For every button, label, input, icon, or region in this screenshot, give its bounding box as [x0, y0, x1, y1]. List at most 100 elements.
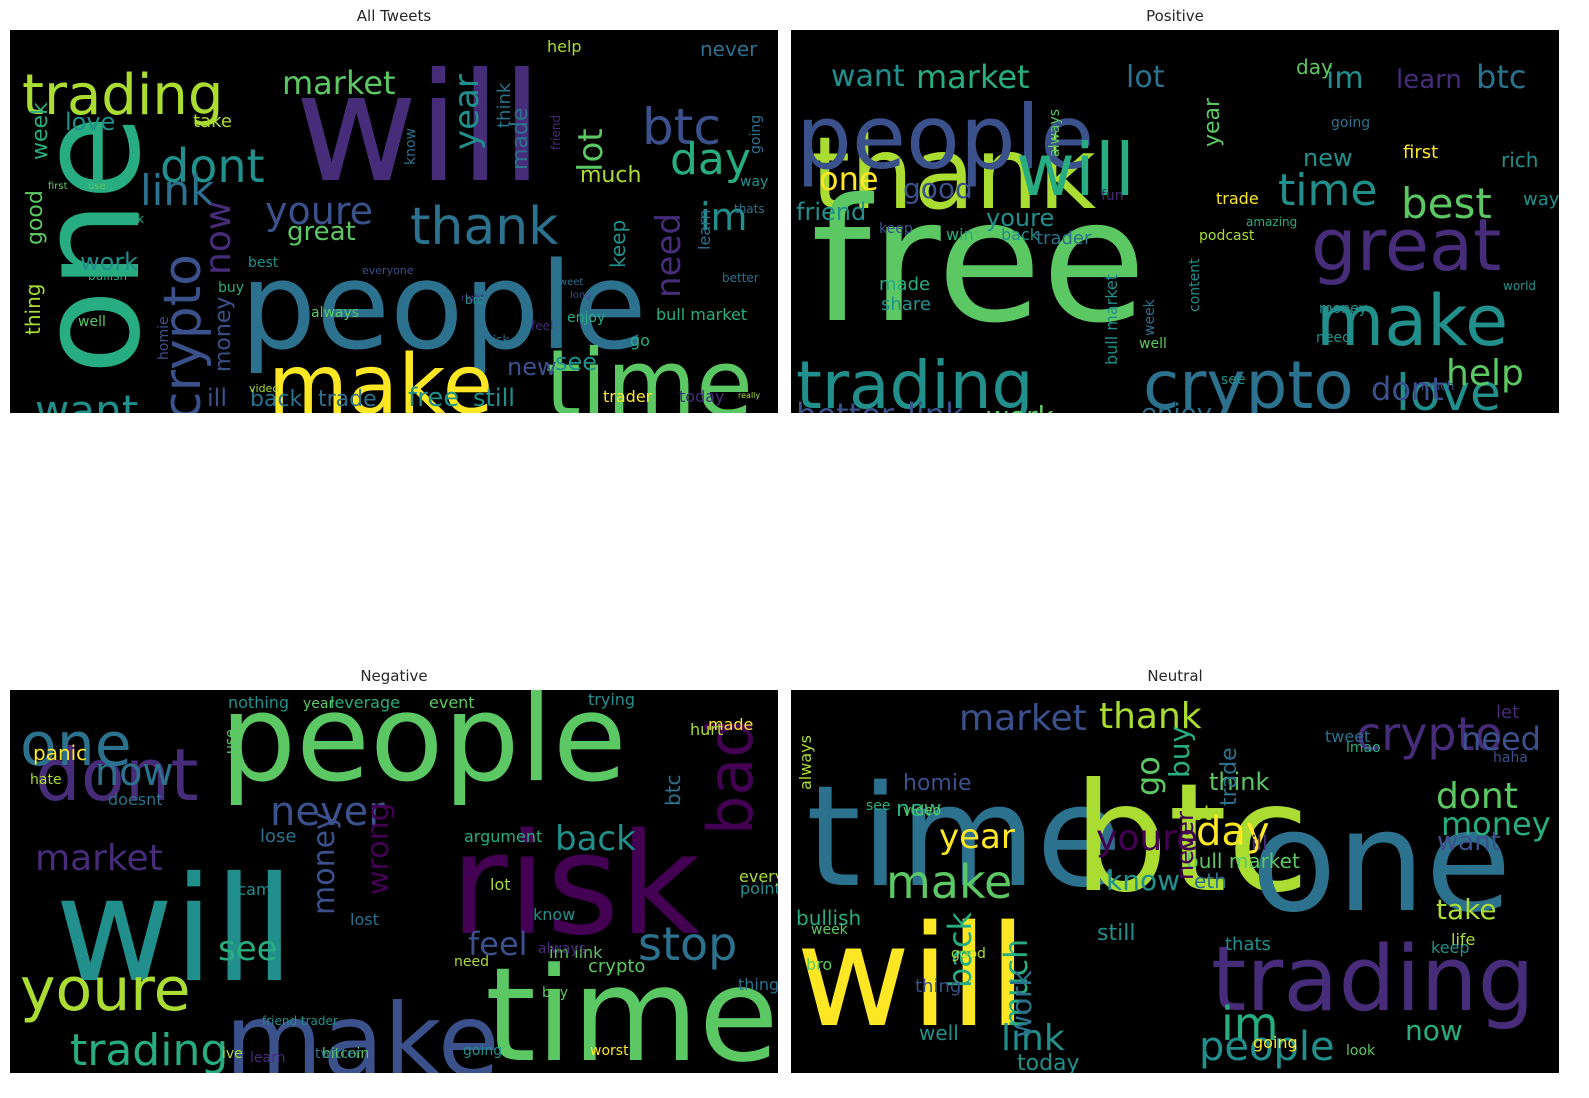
panel-title-all-tweets: All Tweets: [356, 7, 432, 25]
word-keep: keep: [606, 220, 630, 268]
word-crypto: crypto: [588, 956, 645, 977]
word-lot: lot: [1126, 60, 1165, 95]
word-go: go: [630, 331, 650, 350]
word-going: going: [463, 1043, 502, 1059]
word-thats: thats: [1225, 934, 1271, 955]
word-time: time: [806, 756, 1122, 919]
panel-title-negative: Negative: [360, 667, 428, 685]
word-help: help: [1446, 353, 1524, 394]
word-buy: buy: [218, 280, 244, 296]
word-dont: dont: [160, 139, 265, 193]
word-lot: lot: [1186, 801, 1212, 825]
word-great: great: [287, 217, 356, 247]
word-first: first: [48, 181, 68, 192]
word-friend: friend: [549, 115, 563, 150]
word-still: still: [1097, 921, 1135, 946]
word-bull-market: bull market: [656, 305, 747, 324]
word-enjoy: enjoy: [567, 310, 605, 326]
word-youre: youre: [986, 204, 1054, 232]
word-im: im: [1221, 997, 1279, 1051]
word-market: market: [916, 58, 1030, 96]
word-market: market: [35, 838, 163, 879]
word-youre: youre: [1096, 818, 1198, 859]
word-work: work: [1005, 969, 1038, 1038]
word-year: year: [1200, 97, 1225, 147]
word-eth: eth: [1194, 869, 1227, 893]
word-im: im: [1326, 61, 1364, 96]
word-buy: buy: [542, 985, 568, 1001]
word-btc: btc: [661, 774, 685, 806]
word-need: need: [1316, 330, 1351, 346]
word-help: help: [547, 37, 582, 56]
word-btc: btc: [1476, 58, 1526, 96]
word-day: day: [1196, 809, 1270, 855]
word-made: made: [879, 274, 930, 295]
word-good: good: [951, 946, 986, 962]
word-going: going: [1331, 115, 1370, 131]
word-going: going: [748, 115, 764, 154]
word-see: see: [555, 348, 597, 376]
word-better: better: [722, 271, 759, 285]
word-look: look: [119, 212, 144, 226]
word-know: know: [533, 905, 575, 924]
word-trading: trading: [70, 1025, 228, 1073]
word-event: event: [429, 693, 475, 712]
word-love: love: [65, 108, 115, 136]
word-work: work: [986, 400, 1055, 413]
word-one: one: [20, 710, 132, 780]
word-great: great: [1311, 203, 1501, 287]
word-ill: ill: [1251, 831, 1268, 855]
word-see: see: [866, 798, 891, 814]
word-use: use: [223, 729, 239, 754]
word-money: money: [307, 812, 342, 915]
word-every: every: [739, 867, 778, 886]
word-podcast: podcast: [1199, 228, 1255, 244]
word-amazing: amazing: [1246, 215, 1297, 229]
word-homie: homie: [156, 316, 172, 360]
word-never: never: [270, 789, 385, 835]
word-life: life: [1451, 930, 1475, 949]
word-time: time: [545, 330, 753, 413]
word-today: today: [679, 387, 725, 406]
word-back: back: [1001, 225, 1040, 244]
word-hurt: hurt: [690, 720, 723, 739]
word-video: video: [249, 382, 279, 395]
word-bro: bro: [806, 955, 832, 974]
word-always: always: [1047, 109, 1063, 157]
word-well: well: [78, 314, 106, 330]
word-keep: keep: [879, 221, 913, 237]
word-now: now: [1405, 1014, 1463, 1047]
word-bull-market: bull market: [1186, 849, 1300, 873]
word-dont: dont: [35, 733, 199, 817]
word-video: video: [903, 803, 941, 819]
word-day: day: [1296, 55, 1333, 79]
word-see: see: [1221, 372, 1246, 388]
word-lmao: lmao: [1346, 740, 1381, 756]
word-made: made: [708, 715, 753, 734]
word-back: back: [250, 387, 303, 412]
word-week: week: [811, 922, 849, 938]
word-think: think: [494, 82, 515, 128]
word-week: week: [28, 102, 53, 160]
word-buy: buy: [1163, 726, 1196, 778]
word-market: market: [959, 698, 1087, 739]
word-haha: haha: [1493, 750, 1528, 766]
word-thank: thank: [410, 197, 558, 257]
word-bro: bro: [465, 293, 485, 307]
word-people: people: [796, 86, 1094, 189]
word-dont: dont: [1436, 776, 1518, 817]
word-way: way: [740, 174, 768, 190]
word-trader: trader: [603, 387, 653, 406]
word-use: use: [88, 181, 106, 192]
word-trading: trading: [1211, 927, 1535, 1032]
word-im-link: im link: [549, 943, 603, 962]
word-risk: risk: [450, 804, 700, 967]
word-panic: panic: [33, 741, 87, 765]
word-long: long: [570, 290, 592, 301]
word-first: first: [1403, 142, 1438, 163]
word-know: know: [403, 128, 419, 165]
word-know: know: [1106, 864, 1180, 897]
word-well: well: [919, 1021, 959, 1045]
word-fun: fun: [1101, 188, 1124, 204]
